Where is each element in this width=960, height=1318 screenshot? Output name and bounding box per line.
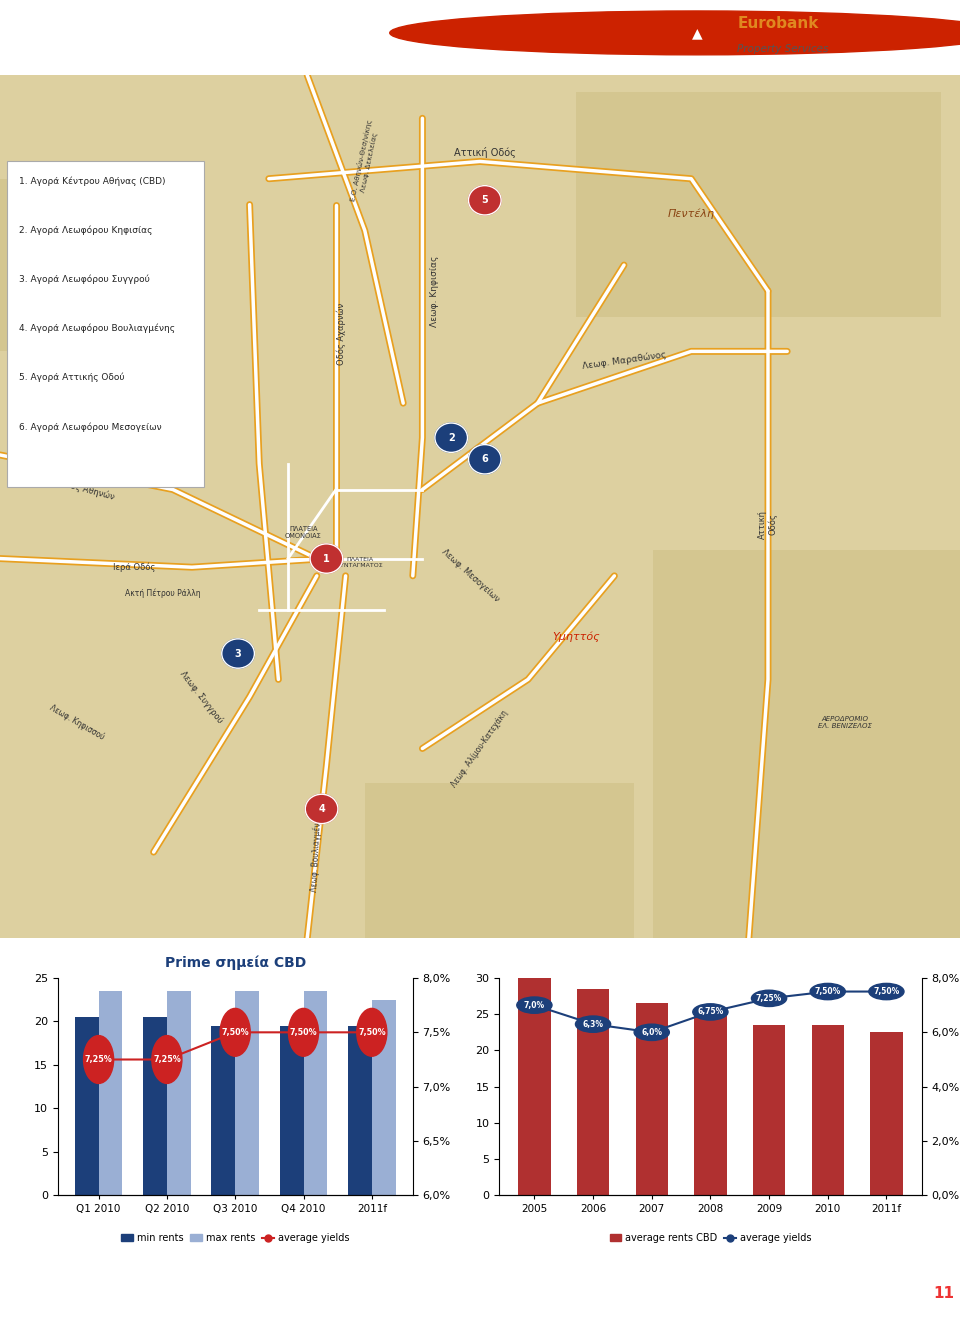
- Bar: [653, 550, 960, 938]
- Text: Λεωφ. Κηφισού: Λεωφ. Κηφισού: [163, 175, 182, 233]
- Text: 5. Αγορά Αττικής Οδού: 5. Αγορά Αττικής Οδού: [19, 373, 125, 382]
- Text: 7,25%: 7,25%: [84, 1054, 112, 1064]
- FancyBboxPatch shape: [7, 161, 204, 486]
- Text: ΑΕΡΟΔΡΟΜΙΟ
ΕΛ. ΒΕΝΙΖΕΛΟΣ: ΑΕΡΟΔΡΟΜΙΟ ΕΛ. ΒΕΝΙΖΕΛΟΣ: [818, 716, 872, 729]
- Text: Λεωφ. Κηφισσού: Λεωφ. Κηφισσού: [181, 386, 203, 455]
- Bar: [576, 92, 941, 316]
- Text: 4. Αγορά Λεωφόρου Βουλιαγμένης: 4. Αγορά Λεωφόρου Βουλιαγμένης: [19, 324, 175, 333]
- Text: 4: 4: [318, 804, 325, 815]
- Text: 6. Αγορά Λεωφόρου Μεσογείων: 6. Αγορά Λεωφόρου Μεσογείων: [19, 422, 162, 432]
- Circle shape: [222, 639, 254, 668]
- Legend: average rents CBD, average yields: average rents CBD, average yields: [606, 1230, 815, 1247]
- Circle shape: [390, 11, 960, 55]
- Legend: min rents, max rents, average yields: min rents, max rents, average yields: [117, 1230, 353, 1247]
- Bar: [348, 1025, 372, 1195]
- Text: Αττική
Οδός: Αττική Οδός: [758, 510, 778, 539]
- Text: Αττική Οδός: Αττική Οδός: [454, 148, 516, 158]
- Bar: [694, 1011, 727, 1195]
- Circle shape: [693, 1004, 728, 1020]
- Text: 1. Αγορά Κέντρου Αθήνας (CBD): 1. Αγορά Κέντρου Αθήνας (CBD): [19, 177, 166, 186]
- Bar: [75, 1017, 99, 1195]
- Circle shape: [289, 1008, 319, 1056]
- Circle shape: [869, 983, 904, 999]
- Circle shape: [575, 1016, 611, 1032]
- Text: Property Services: Property Services: [737, 45, 828, 54]
- Text: 5: 5: [481, 195, 489, 206]
- Text: Λεωφ. Βουλιαγμένης: Λεωφ. Βουλιαγμένης: [310, 812, 324, 892]
- Text: Λεωφ. Αλίμου-Κατεχάκη: Λεωφ. Αλίμου-Κατεχάκη: [450, 708, 510, 788]
- Text: Αγορά Γραφείων - ΑΘΗΝΑ: Αγορά Γραφείων - ΑΘΗΝΑ: [12, 25, 292, 46]
- Bar: [0, 179, 125, 352]
- Circle shape: [752, 990, 786, 1007]
- Bar: [211, 1025, 235, 1195]
- Text: 7,50%: 7,50%: [222, 1028, 249, 1037]
- Circle shape: [310, 544, 343, 573]
- Text: Prime σημεία CBD: Prime σημεία CBD: [164, 956, 306, 970]
- Text: Αιγάλεω: Αιγάλεω: [34, 277, 82, 287]
- Text: ΠΛΑΤΕΙΑ
ΟΜΟΝΟΙΑΣ: ΠΛΑΤΕΙΑ ΟΜΟΝΟΙΑΣ: [285, 526, 322, 539]
- Bar: [167, 991, 191, 1195]
- Bar: [871, 1032, 902, 1195]
- Text: Μάρτιος 2011: Μάρτιος 2011: [826, 1288, 915, 1301]
- Circle shape: [810, 983, 846, 999]
- Bar: [518, 978, 550, 1195]
- Text: Οδός Αχαρνών: Οδός Αχαρνών: [336, 303, 346, 365]
- Circle shape: [635, 1024, 669, 1040]
- Text: Λεωφ. Κηφισίας: Λεωφ. Κηφισίας: [430, 256, 440, 327]
- Circle shape: [435, 423, 468, 452]
- Circle shape: [220, 1008, 251, 1056]
- Text: 7,50%: 7,50%: [874, 987, 900, 996]
- Circle shape: [468, 186, 501, 215]
- Text: Ε.Ο. Αθηνών-Θεσ/νίκης
Λεωφ. Δεκελείας: Ε.Ο. Αθηνών-Θεσ/νίκης Λεωφ. Δεκελείας: [349, 119, 380, 204]
- Text: 6,3%: 6,3%: [583, 1020, 604, 1028]
- Text: 6: 6: [481, 455, 489, 464]
- Bar: [99, 991, 123, 1195]
- Bar: [636, 1003, 668, 1195]
- Text: Λεωφ. Κηφισσού: Λεωφ. Κηφισσού: [48, 702, 106, 742]
- Text: 11: 11: [933, 1286, 954, 1301]
- Bar: [811, 1025, 844, 1195]
- Bar: [365, 783, 634, 938]
- Text: 7,50%: 7,50%: [358, 1028, 386, 1037]
- Text: 2. Αγορά Λεωφόρου Κηφισίας: 2. Αγορά Λεωφόρου Κηφισίας: [19, 225, 153, 235]
- Text: ▲: ▲: [691, 26, 703, 40]
- Bar: [372, 999, 396, 1195]
- FancyBboxPatch shape: [667, 1, 960, 67]
- Bar: [577, 988, 610, 1195]
- Text: 3. Αγορά Λεωφόρου Συγγρού: 3. Αγορά Λεωφόρου Συγγρού: [19, 274, 150, 285]
- Bar: [279, 1025, 303, 1195]
- Circle shape: [357, 1008, 387, 1056]
- Text: 1: 1: [323, 554, 330, 564]
- Bar: [235, 991, 259, 1195]
- Text: 7,50%: 7,50%: [290, 1028, 318, 1037]
- Text: Eurobank: Eurobank: [737, 17, 819, 32]
- Circle shape: [84, 1036, 113, 1083]
- Text: Οδός Αθηνών: Οδός Αθηνών: [58, 477, 115, 501]
- Text: Λεωφ. Μαραθώνος: Λεωφ. Μαραθώνος: [582, 349, 666, 370]
- Text: 6,75%: 6,75%: [697, 1007, 724, 1016]
- Text: ΠΛΑΤΕΙΑ
ΣΥΝΤΑΓΜΑΤΟΣ: ΠΛΑΤΕΙΑ ΣΥΝΤΑΓΜΑΤΟΣ: [337, 558, 383, 568]
- Text: 7,0%: 7,0%: [524, 1000, 545, 1010]
- Circle shape: [516, 996, 552, 1014]
- Bar: [753, 1025, 785, 1195]
- Circle shape: [152, 1036, 182, 1083]
- Circle shape: [305, 795, 338, 824]
- Text: 7,50%: 7,50%: [815, 987, 841, 996]
- Text: Ακτή Πέτρου Ράλλη: Ακτή Πέτρου Ράλλη: [126, 588, 201, 598]
- Text: Λεωφ. Μεσογείων: Λεωφ. Μεσογείων: [440, 548, 501, 604]
- Text: 7,25%: 7,25%: [756, 994, 782, 1003]
- Text: 6,0%: 6,0%: [641, 1028, 662, 1037]
- Text: Ιερά Οδός: Ιερά Οδός: [113, 563, 156, 572]
- Text: Υμηττός: Υμηττός: [552, 631, 600, 642]
- Text: Πεντέλη: Πεντέλη: [668, 208, 714, 219]
- Text: Λεωφ. Συγγρού: Λεωφ. Συγγρού: [179, 668, 225, 725]
- Circle shape: [468, 444, 501, 474]
- Text: 2: 2: [447, 432, 455, 443]
- Text: 7,25%: 7,25%: [153, 1054, 180, 1064]
- Bar: [303, 991, 327, 1195]
- Text: 3: 3: [234, 648, 242, 659]
- Bar: [143, 1017, 167, 1195]
